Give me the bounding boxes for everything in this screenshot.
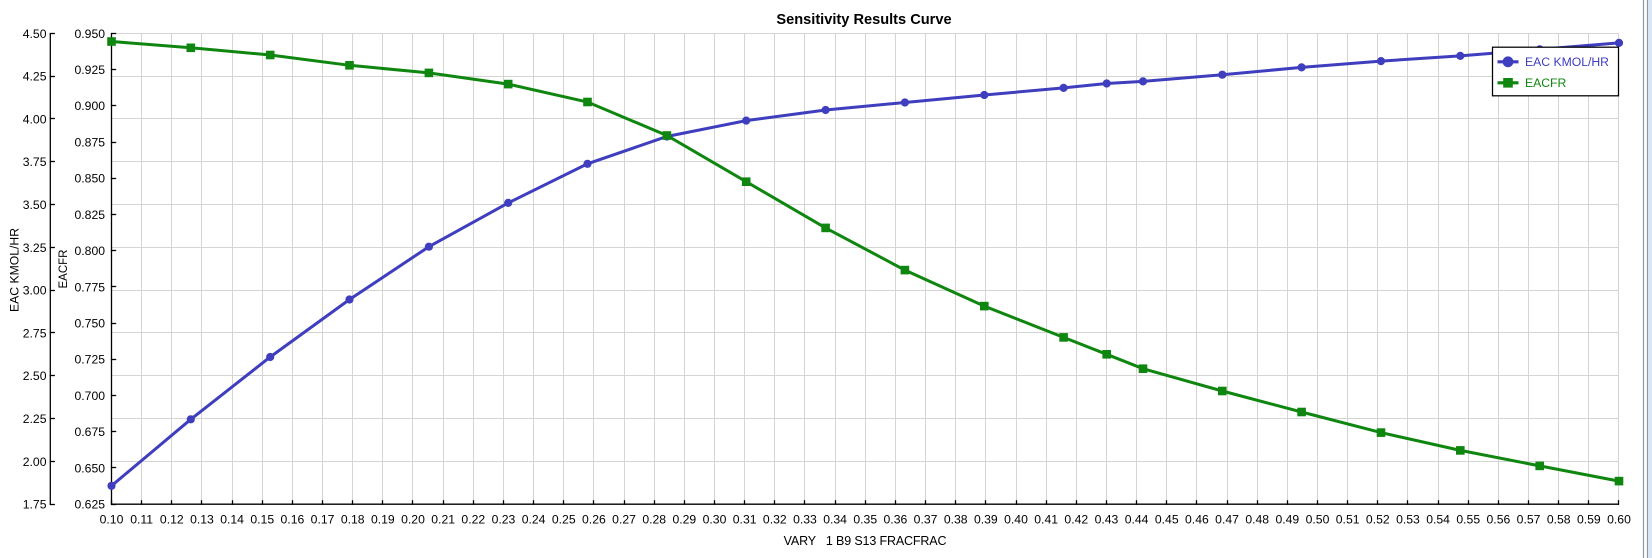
svg-text:0.11: 0.11 [130,513,153,527]
svg-text:0.12: 0.12 [160,513,184,527]
svg-text:0.32: 0.32 [763,513,787,527]
svg-text:0.46: 0.46 [1185,513,1209,527]
svg-text:0.58: 0.58 [1547,513,1571,527]
svg-text:0.825: 0.825 [75,208,106,222]
svg-text:0.49: 0.49 [1275,513,1299,527]
svg-text:0.56: 0.56 [1487,513,1511,527]
svg-text:1.75: 1.75 [23,498,47,512]
svg-text:0.875: 0.875 [75,135,106,149]
svg-text:0.53: 0.53 [1396,513,1420,527]
svg-text:0.850: 0.850 [75,172,106,186]
svg-text:0.57: 0.57 [1517,513,1541,527]
svg-text:0.34: 0.34 [823,513,847,527]
svg-text:0.750: 0.750 [75,317,106,331]
svg-text:0.900: 0.900 [75,99,106,113]
svg-text:0.31: 0.31 [733,513,757,527]
svg-text:0.800: 0.800 [75,244,106,258]
svg-text:0.35: 0.35 [853,513,877,527]
svg-text:EACFR: EACFR [58,250,70,289]
svg-text:0.950: 0.950 [75,27,106,41]
svg-text:0.700: 0.700 [75,389,106,403]
svg-text:2.00: 2.00 [23,455,47,469]
svg-text:Sensitivity Results Curve: Sensitivity Results Curve [776,12,951,28]
svg-text:3.75: 3.75 [23,155,47,169]
svg-text:0.16: 0.16 [281,513,305,527]
svg-text:0.50: 0.50 [1306,513,1330,527]
svg-text:0.36: 0.36 [884,513,908,527]
svg-text:0.17: 0.17 [311,513,335,527]
svg-text:EAC KMOL/HR: EAC KMOL/HR [1525,55,1609,69]
svg-text:0.15: 0.15 [250,513,274,527]
svg-text:0.725: 0.725 [75,353,106,367]
svg-text:0.27: 0.27 [612,513,636,527]
svg-text:4.25: 4.25 [23,70,47,84]
svg-text:0.20: 0.20 [401,513,425,527]
svg-text:0.54: 0.54 [1426,513,1450,527]
svg-text:0.52: 0.52 [1366,513,1390,527]
svg-text:0.10: 0.10 [100,513,124,527]
svg-text:4.50: 4.50 [23,27,47,41]
svg-text:0.19: 0.19 [371,513,395,527]
svg-text:0.60: 0.60 [1607,513,1631,527]
svg-text:0.42: 0.42 [1064,513,1088,527]
svg-text:0.44: 0.44 [1125,513,1149,527]
svg-text:VARY 1 B9 S13 FRACFRAC: VARY 1 B9 S13 FRACFRAC [784,534,947,548]
svg-text:3.00: 3.00 [23,284,47,298]
svg-text:0.25: 0.25 [552,513,576,527]
svg-text:0.33: 0.33 [793,513,817,527]
svg-text:0.675: 0.675 [75,425,106,439]
svg-text:2.25: 2.25 [23,412,47,426]
svg-text:0.45: 0.45 [1155,513,1179,527]
svg-text:0.18: 0.18 [341,513,365,527]
svg-text:0.775: 0.775 [75,280,106,294]
svg-text:0.47: 0.47 [1215,513,1239,527]
svg-text:0.24: 0.24 [522,513,546,527]
svg-text:0.38: 0.38 [944,513,968,527]
svg-text:0.48: 0.48 [1245,513,1269,527]
svg-text:0.23: 0.23 [492,513,516,527]
svg-text:4.00: 4.00 [23,112,47,126]
svg-text:0.925: 0.925 [75,63,106,77]
svg-text:0.13: 0.13 [190,513,214,527]
svg-text:0.29: 0.29 [672,513,696,527]
svg-text:0.625: 0.625 [75,498,106,512]
svg-text:EACFR: EACFR [1525,76,1567,90]
svg-text:0.37: 0.37 [914,513,938,527]
svg-text:0.650: 0.650 [75,461,106,475]
svg-text:0.39: 0.39 [974,513,998,527]
svg-text:3.50: 3.50 [23,198,47,212]
svg-text:0.28: 0.28 [642,513,666,527]
svg-text:0.22: 0.22 [461,513,485,527]
svg-text:2.75: 2.75 [23,326,47,340]
svg-text:EAC KMOL/HR: EAC KMOL/HR [8,228,22,312]
svg-text:0.55: 0.55 [1456,513,1480,527]
svg-text:0.51: 0.51 [1336,513,1360,527]
svg-text:0.43: 0.43 [1095,513,1119,527]
svg-text:3.25: 3.25 [23,241,47,255]
svg-text:2.50: 2.50 [23,369,47,383]
svg-text:0.40: 0.40 [1004,513,1028,527]
svg-text:0.41: 0.41 [1034,513,1058,527]
svg-text:0.59: 0.59 [1577,513,1601,527]
svg-text:0.14: 0.14 [220,513,244,527]
svg-text:0.26: 0.26 [582,513,606,527]
svg-text:0.30: 0.30 [703,513,727,527]
svg-text:0.21: 0.21 [431,513,455,527]
